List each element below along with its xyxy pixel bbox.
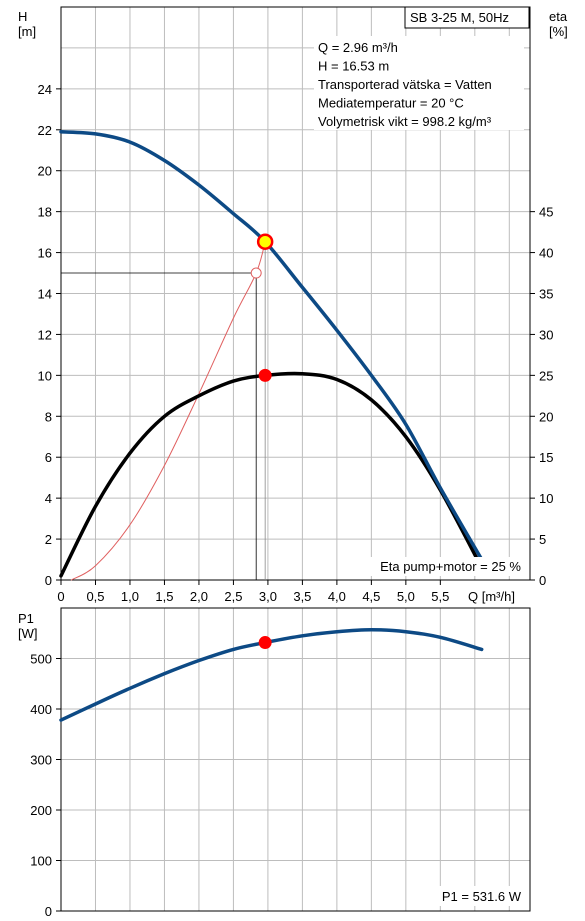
left-tick-label: 0 xyxy=(45,573,52,588)
right-axis-label-line2: [%] xyxy=(549,24,568,39)
top-x-ticks: 0 0,5 1,0 1,5 2,0 2,5 3,0 3,5 4,0 4,5 5,0 5,5 xyxy=(57,580,449,604)
right-tick-label: 35 xyxy=(539,287,553,302)
x-tick-label: 3,5 xyxy=(293,589,311,604)
eta-label: Eta pump+motor = 25 % xyxy=(380,559,521,574)
p1-axis-label-line2: [W] xyxy=(18,626,38,641)
p1-axis-label-line1: P1 xyxy=(18,611,34,626)
top-right-ticks: 0 5 10 15 20 25 30 35 40 45 xyxy=(530,205,553,588)
p1-tick-label: 300 xyxy=(30,753,52,768)
head-curve xyxy=(59,130,484,562)
bottom-series xyxy=(59,627,484,722)
p1-label: P1 = 531.6 W xyxy=(442,889,522,904)
left-tick-label: 4 xyxy=(45,491,52,506)
x-tick-label: 0 xyxy=(57,589,64,604)
info-line: Volymetrisk vikt = 998.2 kg/m³ xyxy=(318,114,492,129)
info-line: Mediatemperatur = 20 °C xyxy=(318,96,464,111)
right-axis-label-line1: eta xyxy=(549,9,568,24)
info-box xyxy=(314,36,524,130)
x-tick-label: 3,0 xyxy=(259,589,277,604)
top-series xyxy=(59,130,484,581)
x-tick-label: 5,0 xyxy=(397,589,415,604)
right-tick-label: 15 xyxy=(539,450,553,465)
left-tick-label: 20 xyxy=(38,164,52,179)
left-tick-label: 10 xyxy=(38,368,52,383)
p1-tick-label: 0 xyxy=(45,904,52,919)
x-tick-label: 2,0 xyxy=(190,589,208,604)
p1-label-bg xyxy=(425,886,528,906)
right-tick-label: 25 xyxy=(539,368,553,383)
secondary-point-marker xyxy=(250,267,262,279)
operating-point-marker xyxy=(256,233,274,250)
bottom-y-ticks: 0 100 200 300 400 500 xyxy=(30,652,61,919)
left-axis-label-line2: [m] xyxy=(18,24,36,39)
x-tick-label: 0,5 xyxy=(86,589,104,604)
p1-tick-label: 500 xyxy=(30,652,52,667)
x-tick-label: 1,0 xyxy=(121,589,139,604)
left-tick-label: 8 xyxy=(45,409,52,424)
eta-label-bg xyxy=(355,557,525,576)
x-axis-label: Q [m³/h] xyxy=(468,589,515,604)
info-line: Transporterad vätska = Vatten xyxy=(318,77,492,92)
x-tick-label: 4,0 xyxy=(328,589,346,604)
info-lines: Q = 2.96 m³/h H = 16.53 m Transporterad vä… xyxy=(318,40,492,129)
p1-tick-label: 100 xyxy=(30,854,52,869)
left-axis-label-line1: H xyxy=(18,9,27,24)
left-tick-label: 6 xyxy=(45,450,52,465)
info-line: H = 16.53 m xyxy=(318,59,389,74)
efficiency-curve xyxy=(59,371,484,578)
right-tick-label: 10 xyxy=(539,491,553,506)
x-tick-label: 1,5 xyxy=(155,589,173,604)
info-line: Q = 2.96 m³/h xyxy=(318,40,398,55)
right-tick-label: 5 xyxy=(539,532,546,547)
x-tick-label: 4,5 xyxy=(362,589,380,604)
left-tick-label: 14 xyxy=(38,287,52,302)
right-tick-label: 0 xyxy=(539,573,546,588)
left-tick-label: 2 xyxy=(45,532,52,547)
p1-tick-label: 200 xyxy=(30,803,52,818)
right-tick-label: 30 xyxy=(539,327,553,342)
right-tick-label: 45 xyxy=(539,205,553,220)
p1-tick-label: 400 xyxy=(30,702,52,717)
right-tick-label: 20 xyxy=(539,409,553,424)
x-tick-label: 2,5 xyxy=(224,589,242,604)
left-tick-label: 22 xyxy=(38,123,52,138)
bottom-plot-grid xyxy=(61,608,530,911)
system-curve xyxy=(70,241,266,581)
left-tick-label: 16 xyxy=(38,246,52,261)
left-tick-label: 24 xyxy=(38,82,52,97)
x-tick-label: 5,5 xyxy=(431,589,449,604)
chart-title: SB 3-25 M, 50Hz xyxy=(410,10,509,25)
title-box xyxy=(404,6,530,29)
right-tick-label: 40 xyxy=(539,246,553,261)
efficiency-point-marker xyxy=(258,368,272,382)
power-operating-point-marker xyxy=(258,636,272,650)
left-tick-label: 12 xyxy=(38,327,52,342)
left-tick-label: 18 xyxy=(38,205,52,220)
